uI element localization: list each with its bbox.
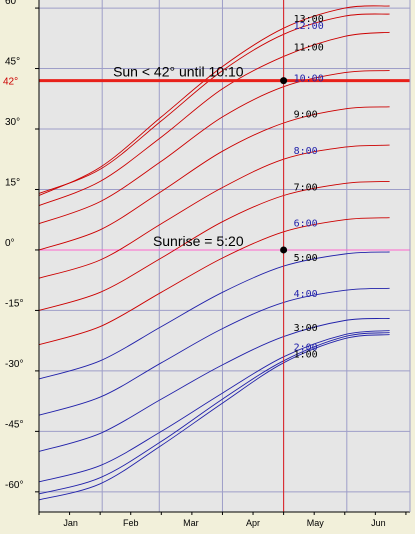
series-label: 2:00 xyxy=(294,343,318,354)
series-label: 9:00 xyxy=(294,110,318,121)
series-label: 1:00 xyxy=(294,350,318,361)
y-tick-label: 60° xyxy=(5,0,20,7)
series-label: 8:00 xyxy=(294,146,318,157)
series-label: 7:00 xyxy=(294,182,318,193)
series-line xyxy=(38,287,390,416)
x-tick-label: Jun xyxy=(371,518,386,528)
y-tick-label: -15° xyxy=(5,298,23,309)
series-line xyxy=(38,318,390,452)
plot-area xyxy=(39,0,410,512)
series-line xyxy=(38,31,390,207)
x-tick-label: Apr xyxy=(246,518,260,528)
y-tick-label: -60° xyxy=(5,480,23,491)
series-label: 12:00 xyxy=(294,21,324,32)
series-label: 11:00 xyxy=(294,42,324,53)
series-label: 13:00 xyxy=(294,14,324,25)
series-line xyxy=(38,217,390,346)
overlay-layer xyxy=(39,0,410,512)
annotation-dot xyxy=(280,77,288,85)
series-line xyxy=(38,251,390,380)
x-tick-label: Mar xyxy=(183,518,199,528)
annotation-dot xyxy=(280,246,288,254)
series-label: 4:00 xyxy=(294,289,318,300)
series-line xyxy=(38,106,390,251)
y-tick-label: 30° xyxy=(5,117,20,128)
y-tick-label: 15° xyxy=(5,177,20,188)
series-line xyxy=(38,330,390,483)
y-tick-label: 45° xyxy=(5,57,20,68)
series-line xyxy=(38,334,390,501)
threshold-label: 42° xyxy=(3,77,18,88)
x-tick-label: May xyxy=(307,518,325,528)
axes-layer xyxy=(35,0,411,515)
grid-layer xyxy=(39,0,410,512)
annotation-label: Sun < 42° until 10:10 xyxy=(113,64,244,80)
series-line xyxy=(38,144,390,279)
annotation-label: Sunrise = 5:20 xyxy=(153,233,244,249)
series-label: 5:00 xyxy=(294,253,318,264)
series-line xyxy=(38,70,390,225)
y-tick-label: 0° xyxy=(5,238,15,249)
series-line xyxy=(38,5,390,196)
series-line xyxy=(38,332,390,495)
series-layer xyxy=(38,5,390,501)
series-label: 3:00 xyxy=(294,323,318,334)
y-tick-label: -30° xyxy=(5,359,23,370)
series-line xyxy=(38,13,390,194)
series-label: 10:00 xyxy=(294,73,324,84)
series-label: 6:00 xyxy=(294,219,318,230)
series-line xyxy=(38,180,390,311)
x-tick-label: Jan xyxy=(63,518,78,528)
x-tick-label: Feb xyxy=(123,518,139,528)
y-tick-label: -45° xyxy=(5,419,23,430)
